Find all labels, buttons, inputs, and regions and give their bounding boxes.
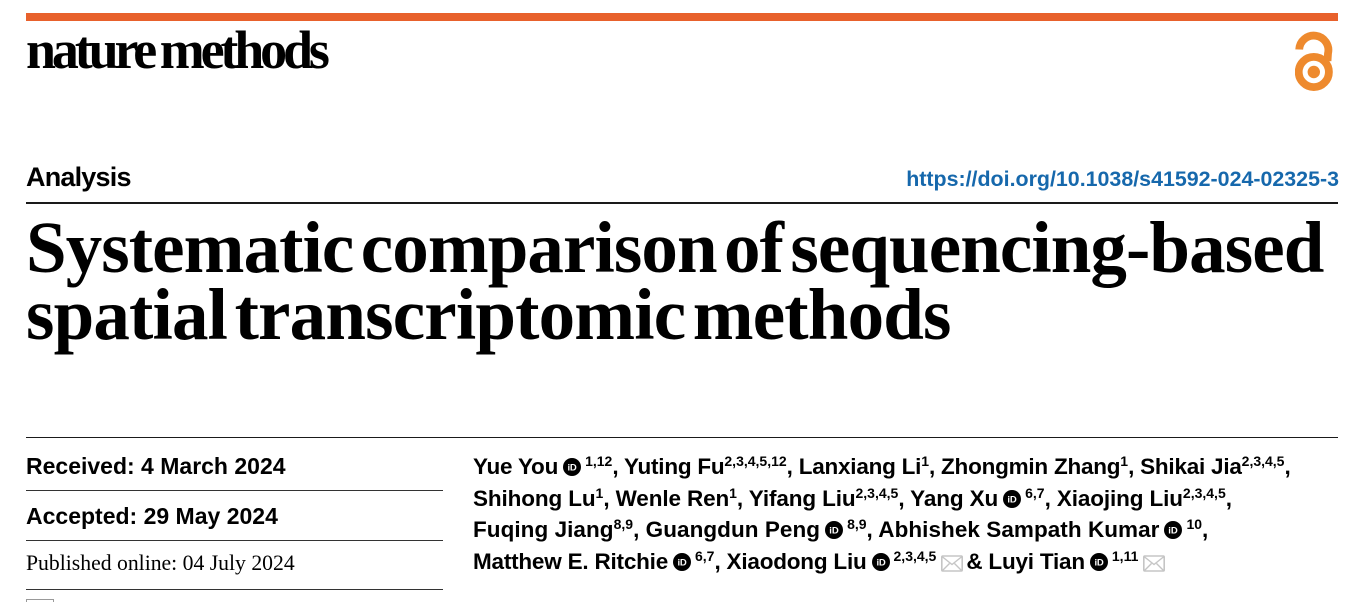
svg-text:iD: iD: [1007, 495, 1017, 506]
svg-text:iD: iD: [876, 558, 885, 569]
svg-text:iD: iD: [1094, 558, 1103, 569]
svg-text:iD: iD: [568, 463, 577, 474]
svg-text:iD: iD: [829, 526, 839, 537]
svg-text:iD: iD: [677, 558, 686, 569]
svg-text:iD: iD: [1169, 526, 1179, 537]
